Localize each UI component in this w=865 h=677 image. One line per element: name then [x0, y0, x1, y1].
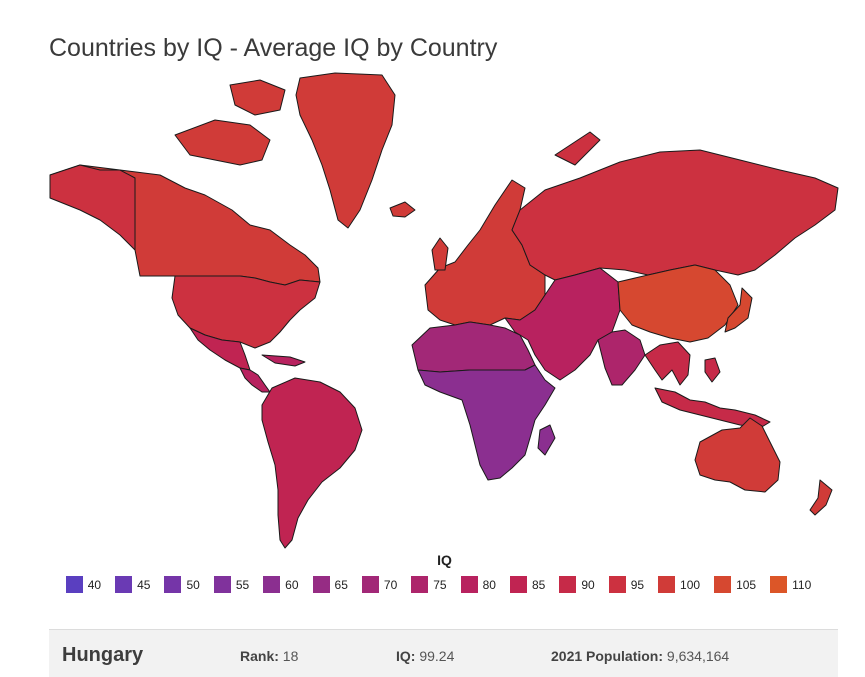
legend-swatch: [361, 576, 379, 593]
world-map-svg: [49, 72, 839, 549]
iq-value: 99.24: [419, 648, 455, 664]
legend-swatch: [312, 576, 330, 593]
legend-swatch: [164, 576, 182, 593]
region-russia[interactable]: [554, 131, 601, 166]
region-sub-saharan-africa[interactable]: [537, 424, 556, 456]
region-australia[interactable]: [694, 417, 781, 493]
region-china[interactable]: [617, 264, 739, 343]
region-south-america[interactable]: [261, 377, 363, 549]
rank-value: 18: [282, 648, 299, 664]
region-greenland[interactable]: [295, 72, 396, 229]
iq-label: IQ:: [396, 648, 416, 664]
legend-label: 45: [137, 577, 151, 592]
legend-swatch: [714, 576, 732, 593]
region-usa[interactable]: [49, 164, 136, 251]
legend-swatch: [559, 576, 577, 593]
region-russia[interactable]: [511, 149, 839, 281]
legend-item[interactable]: 40: [65, 576, 102, 593]
region-southeast-asia[interactable]: [644, 341, 691, 386]
legend-swatch: [770, 576, 788, 593]
legend-label: 70: [383, 577, 398, 592]
legend-item[interactable]: 45: [115, 576, 150, 593]
region-usa[interactable]: [171, 275, 321, 349]
legend-item[interactable]: 85: [509, 576, 546, 593]
legend-label: 50: [186, 577, 200, 592]
legend-item[interactable]: 75: [411, 576, 447, 593]
legend-label: 95: [630, 577, 645, 592]
legend-title: IQ: [437, 552, 452, 568]
legend-item[interactable]: 55: [213, 576, 250, 593]
legend-label: 80: [482, 577, 496, 592]
region-new-zealand[interactable]: [809, 479, 833, 516]
world-map: [0, 70, 865, 560]
legend-label: 60: [285, 577, 299, 592]
country-info-bar: Hungary Rank: 18 IQ: 99.24 2021 Populati…: [49, 629, 838, 677]
population-stat: 2021 Population: 9,634,164: [551, 648, 729, 664]
region-europe[interactable]: [389, 201, 416, 218]
legend-label: 105: [736, 577, 757, 592]
region-japan[interactable]: [724, 287, 753, 333]
population-label: 2021 Population:: [551, 648, 664, 664]
legend-item[interactable]: 95: [608, 576, 645, 593]
iq-stat: IQ: 99.24: [396, 648, 454, 664]
legend-item[interactable]: 105: [714, 576, 756, 593]
selected-country-name: Hungary: [62, 644, 144, 666]
legend-item[interactable]: 80: [460, 576, 496, 593]
legend-label: 90: [581, 577, 595, 592]
region-southeast-asia[interactable]: [654, 387, 771, 429]
region-india[interactable]: [597, 329, 646, 386]
legend-label: 85: [531, 577, 546, 592]
region-canada[interactable]: [174, 119, 271, 166]
legend-item[interactable]: 110: [770, 576, 811, 593]
legend-swatch: [460, 576, 478, 593]
legend-swatch: [263, 576, 281, 593]
region-southeast-asia[interactable]: [704, 357, 721, 383]
legend-items: 40 45 50 55 60 65 70 75 80 85 90 95 100 105 110: [0, 576, 865, 593]
legend-swatch: [658, 576, 676, 593]
legend-label: 65: [334, 577, 348, 592]
legend-label: 110: [792, 577, 812, 592]
page-title: Countries by IQ - Average IQ by Country: [49, 34, 498, 62]
legend-swatch: [65, 576, 83, 593]
legend-item[interactable]: 90: [559, 576, 595, 593]
region-central-america[interactable]: [261, 354, 306, 367]
legend-swatch: [411, 576, 429, 593]
legend-label: 100: [680, 577, 701, 592]
region-canada[interactable]: [229, 79, 286, 116]
map-legend: IQ 40 45 50 55 60 65 70 75 80 85 90 95 100 105 110: [0, 552, 865, 593]
legend-label: 55: [235, 577, 250, 592]
legend-item[interactable]: 70: [361, 576, 398, 593]
region-central-america[interactable]: [239, 367, 271, 393]
rank-label: Rank:: [240, 648, 279, 664]
region-europe[interactable]: [431, 237, 449, 271]
rank-stat: Rank: 18: [240, 648, 298, 664]
legend-item[interactable]: 100: [658, 576, 700, 593]
legend-label: 75: [433, 577, 447, 592]
legend-swatch: [115, 576, 133, 593]
legend-item[interactable]: 50: [164, 576, 200, 593]
legend-swatch: [608, 576, 626, 593]
legend-swatch: [213, 576, 231, 593]
legend-item[interactable]: 60: [263, 576, 299, 593]
legend-item[interactable]: 65: [312, 576, 348, 593]
population-value: 9,634,164: [666, 648, 730, 664]
legend-label: 40: [87, 577, 102, 592]
region-sub-saharan-africa[interactable]: [417, 364, 556, 481]
legend-swatch: [509, 576, 527, 593]
